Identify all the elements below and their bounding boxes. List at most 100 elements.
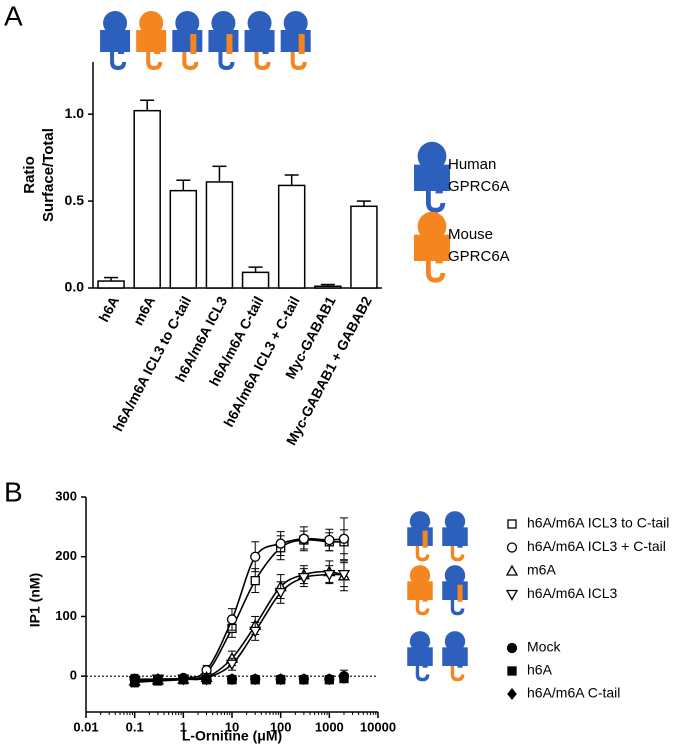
icon-tail [110, 52, 127, 71]
marker [323, 569, 336, 581]
receptor-icon [244, 11, 275, 71]
bar [97, 280, 125, 289]
marker [225, 659, 239, 671]
receptor-icon [100, 11, 131, 71]
x-tick-label: 100 [270, 719, 292, 734]
bar [205, 181, 234, 289]
legend-label: h6A/m6A C-tail [527, 685, 620, 701]
icon-head [409, 631, 431, 652]
legend-label: m6A [527, 562, 556, 578]
panel-label: B [4, 476, 23, 507]
legend-label: Mouse [448, 226, 493, 243]
receptor-icon [280, 11, 311, 71]
icon-head [409, 565, 431, 586]
icon-loop [422, 584, 428, 602]
marker [297, 572, 310, 584]
marker [507, 519, 517, 529]
fit-curve [134, 570, 345, 682]
marker [129, 673, 140, 686]
receptor-icon [442, 565, 468, 616]
receptor-icon [414, 211, 450, 283]
icon-tail [146, 52, 163, 71]
bar [169, 189, 198, 289]
icon-tail [254, 52, 271, 71]
y-tick-label: 100 [55, 608, 77, 623]
marker [506, 642, 518, 654]
marker [275, 673, 286, 686]
icon-loop [190, 34, 197, 54]
receptor-icon [172, 11, 203, 71]
panel-label: A [4, 0, 23, 31]
legend-label: GPRC6A [448, 178, 510, 195]
icon-head [103, 11, 128, 35]
icon-loop [118, 34, 125, 54]
receptor-icon [407, 631, 433, 682]
x-tick-label: 1 [180, 719, 187, 734]
icon-loop [422, 650, 428, 668]
marker [505, 589, 519, 601]
icon-head [211, 11, 236, 35]
y-tick-label: 1.0 [65, 105, 85, 121]
y-tick-label: 0 [70, 668, 77, 683]
marker [178, 673, 189, 686]
y-axis-label: Ratio [21, 156, 38, 194]
icon-head [175, 11, 200, 35]
icon-tail [450, 600, 465, 616]
marker [227, 673, 237, 686]
icon-tail [425, 261, 446, 283]
marker [275, 538, 286, 549]
y-tick-label: 0.5 [65, 192, 85, 208]
marker [324, 673, 335, 686]
y-tick-label: 300 [55, 488, 77, 503]
receptor-icon [136, 11, 167, 71]
legend-label: Human [448, 156, 496, 173]
legend-label: GPRC6A [448, 248, 510, 265]
fit-curve [134, 538, 344, 683]
fit-curve [134, 537, 345, 681]
x-tick-label: 0.01 [73, 719, 98, 734]
legend-label: h6A/m6A ICL3 + C-tail [527, 538, 666, 554]
x-tick-label: 10 [225, 719, 239, 734]
icon-tail [218, 52, 235, 71]
icon-tail [290, 52, 307, 71]
marker [153, 673, 163, 686]
icon-head [409, 511, 431, 532]
icon-loop [435, 239, 443, 264]
icon-head [283, 11, 308, 35]
receptor-icon [414, 141, 450, 213]
icon-tail [450, 666, 465, 682]
marker [324, 534, 335, 546]
bar [314, 285, 342, 289]
x-tick-label: h6A [95, 294, 122, 325]
bar [277, 184, 306, 289]
bar [241, 271, 270, 289]
icon-tail [415, 666, 430, 682]
icon-tail [182, 52, 199, 71]
icon-loop [262, 34, 269, 54]
y-axis-label: Surface/Total [40, 128, 57, 222]
icon-head [444, 565, 466, 586]
icon-tail [415, 546, 430, 562]
marker [226, 614, 238, 625]
marker [250, 673, 261, 686]
icon-loop [226, 34, 233, 54]
marker [299, 673, 309, 686]
icon-head [417, 211, 447, 241]
y-axis-label: IP1 (nM) [27, 573, 43, 627]
receptor-icon [208, 11, 239, 71]
y-tick-label: 200 [55, 548, 77, 563]
marker [338, 533, 350, 544]
x-tick-label: 0.1 [126, 719, 144, 734]
icon-tail [425, 191, 446, 213]
legend-label: Mock [527, 639, 561, 655]
legend-label: h6A/m6A ICL3 [527, 585, 617, 601]
marker [250, 575, 260, 586]
x-tick-label: m6A [130, 294, 158, 328]
marker [337, 569, 351, 581]
bar [350, 205, 378, 289]
icon-loop [435, 169, 443, 194]
icon-head [444, 511, 466, 532]
icon-loop [457, 650, 463, 668]
icon-head [247, 11, 272, 35]
